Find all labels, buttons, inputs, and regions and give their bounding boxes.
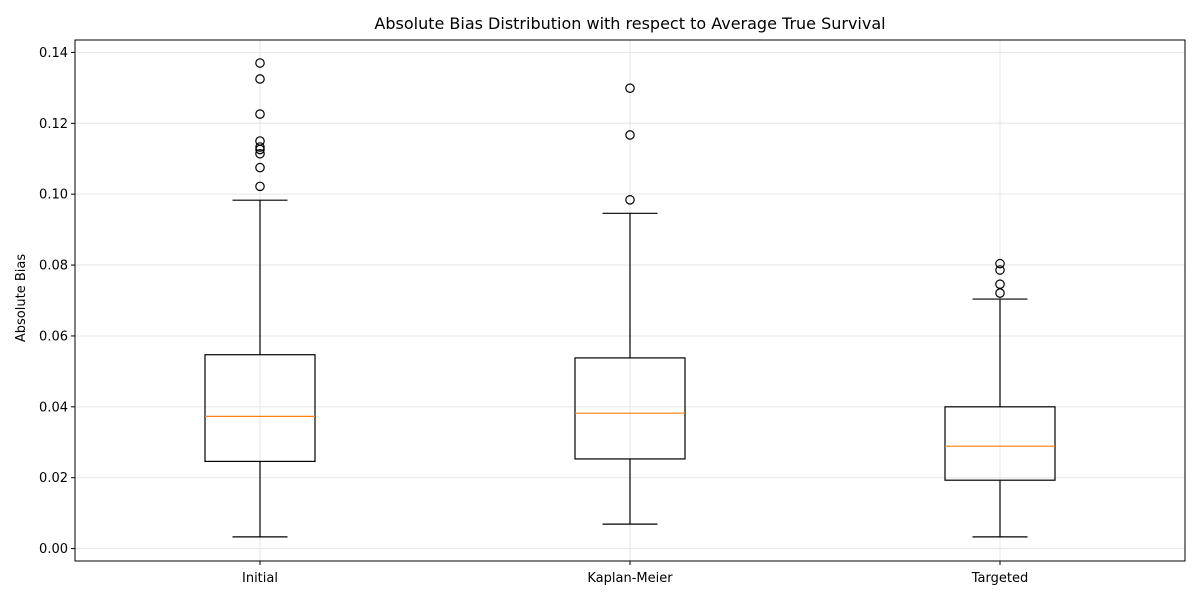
outlier-point	[255, 142, 265, 152]
y-tick-label: 0.04	[39, 400, 68, 415]
outlier-point	[995, 258, 1005, 269]
boxes	[204, 58, 1056, 538]
axes: 0.00 0.02 0.04 0.06 0.08 0.10 0.12 0.14 Initial K…	[39, 46, 1028, 586]
outlier-point	[255, 58, 265, 68]
y-tick-label: 0.12	[39, 117, 68, 132]
outlier-point	[255, 74, 265, 84]
plot-frame	[74, 39, 1186, 562]
outlier-point	[255, 109, 265, 119]
y-tick-label: 0.08	[39, 259, 68, 274]
outlier-point	[625, 195, 635, 205]
chart-title: Absolute Bias Distribution with respect …	[374, 14, 885, 33]
x-tick-label: Targeted	[971, 571, 1028, 586]
outlier-point	[625, 130, 635, 140]
y-tick-label: 0.10	[39, 188, 68, 203]
iqr-box	[204, 354, 316, 463]
outlier-point	[625, 83, 635, 94]
y-tick-label: 0.00	[39, 542, 68, 557]
y-axis-label: Absolute Bias	[14, 254, 29, 342]
y-tick-label: 0.14	[39, 46, 68, 61]
iqr-box	[944, 406, 1056, 481]
box-group	[944, 258, 1056, 538]
outlier-point	[995, 279, 1005, 289]
x-tick-label: Kaplan-Meier	[587, 571, 673, 586]
iqr-box	[574, 357, 686, 460]
outlier-point	[255, 181, 265, 192]
outlier-point	[255, 136, 265, 146]
x-tick-label: Initial	[242, 571, 278, 586]
box-group	[204, 58, 316, 538]
outlier-point	[255, 162, 265, 173]
y-tick-label: 0.02	[39, 471, 68, 486]
outlier-point	[255, 148, 265, 159]
outlier-point	[995, 265, 1005, 275]
y-tick-label: 0.06	[39, 329, 68, 344]
box-group	[574, 83, 686, 525]
